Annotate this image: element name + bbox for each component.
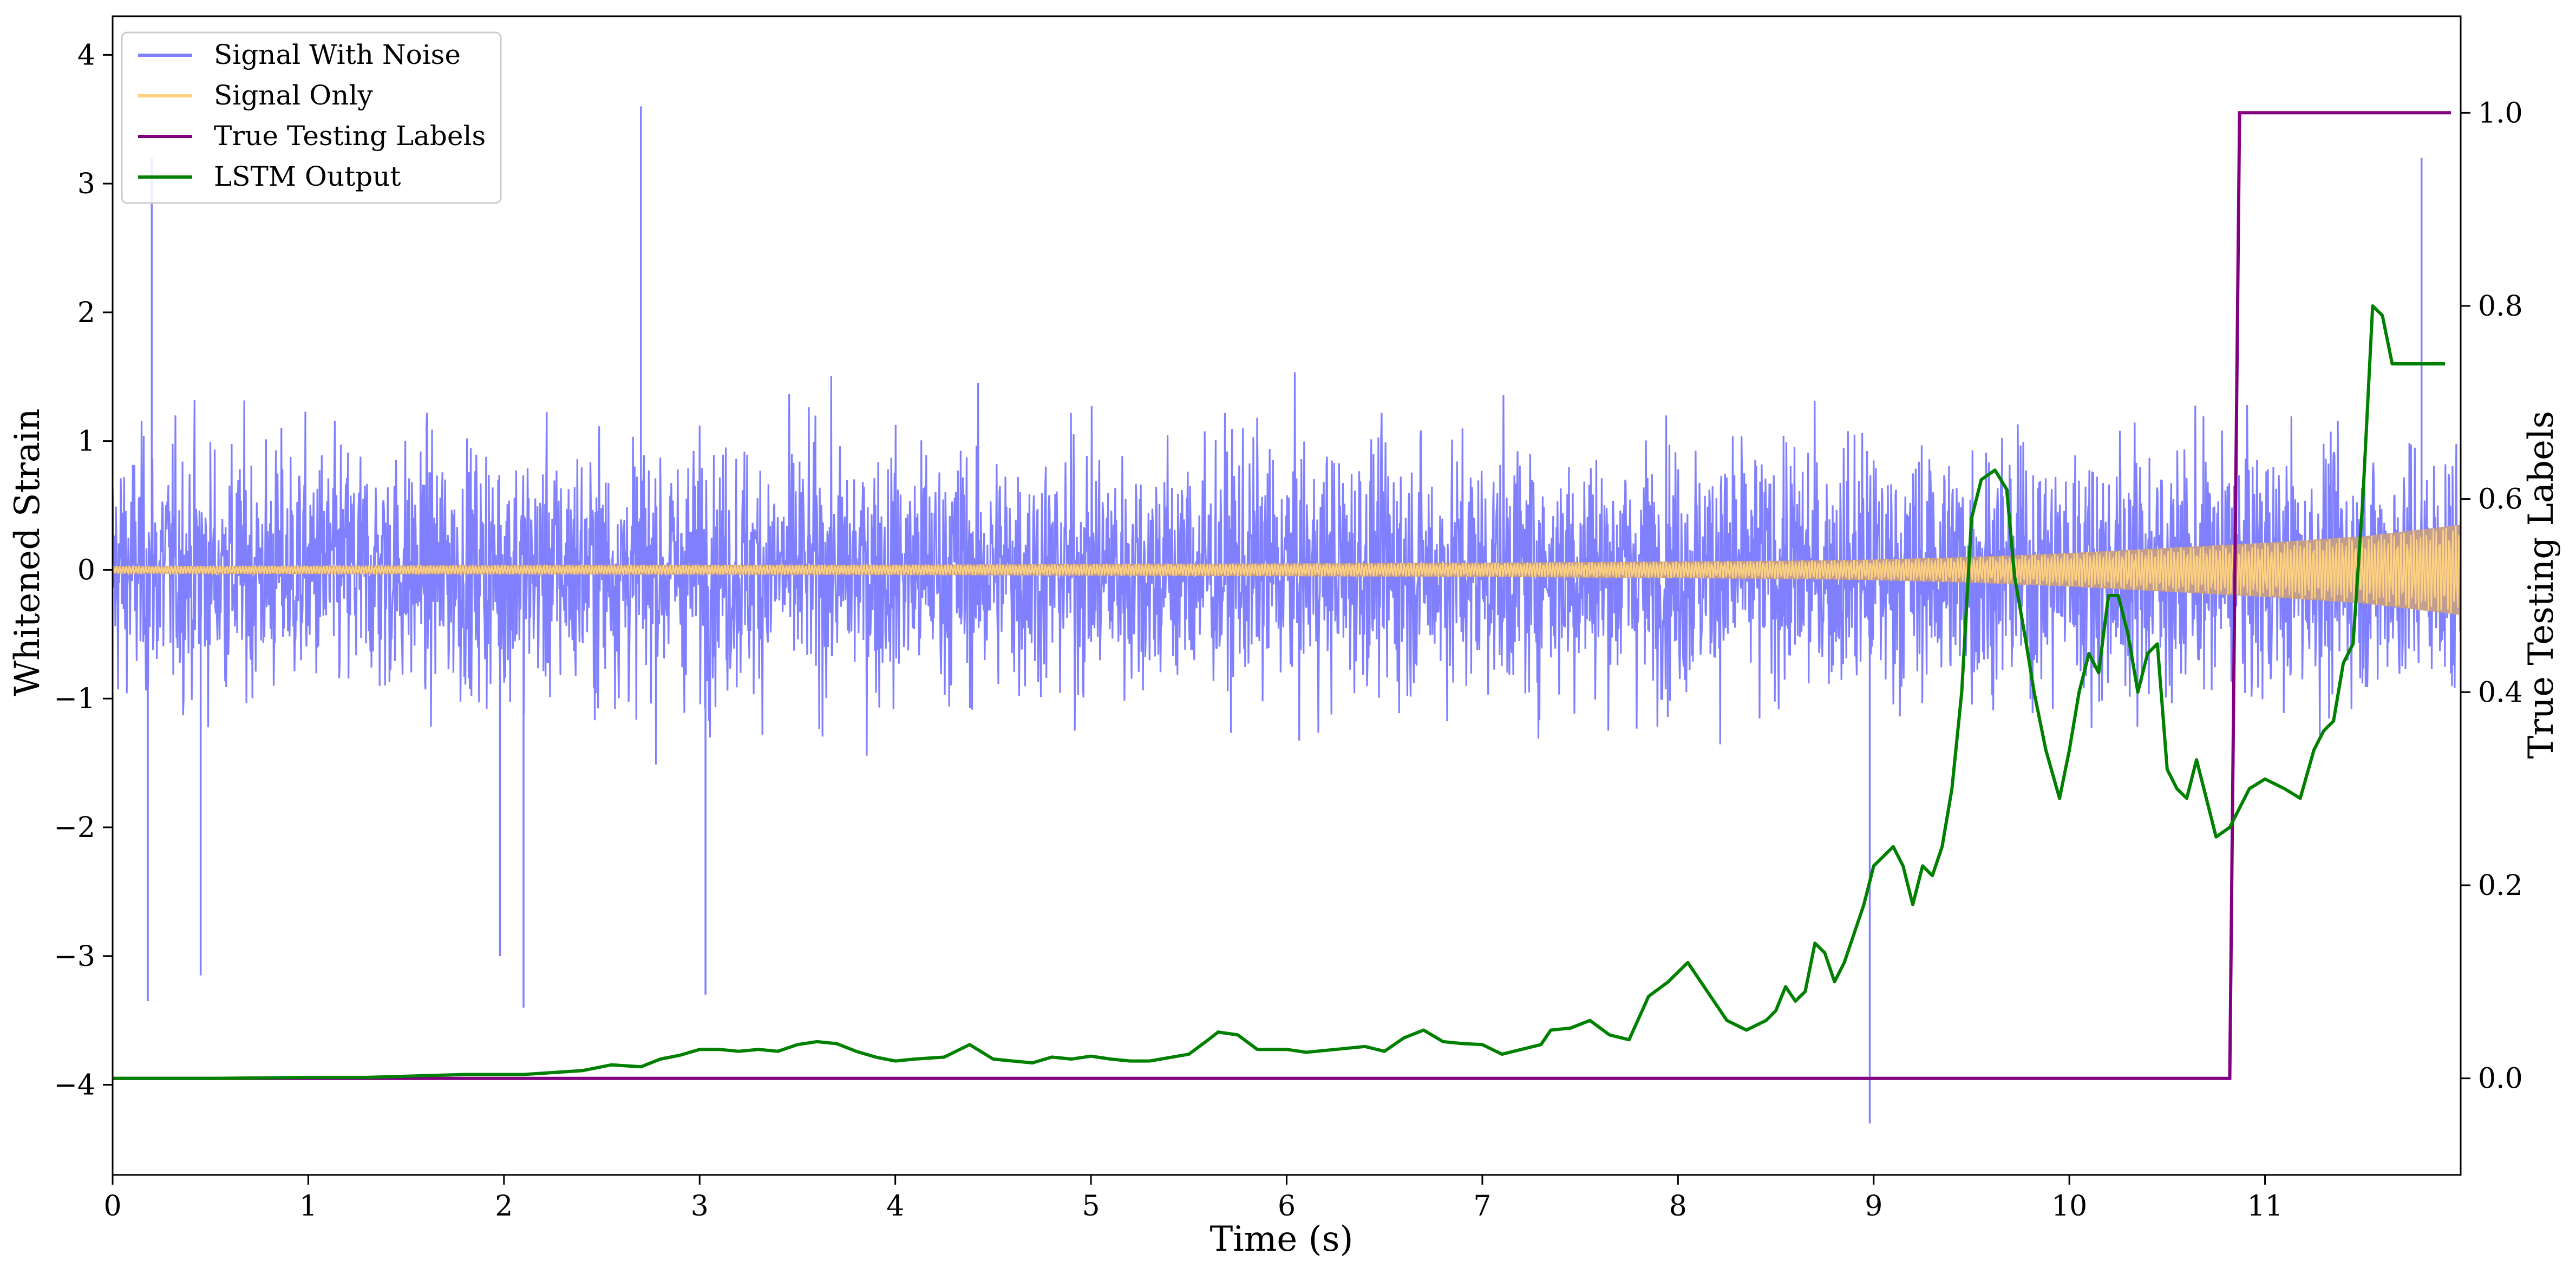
x-tick-label: 9 — [1865, 1190, 1882, 1223]
y-right-tick-label: 0.6 — [2478, 484, 2523, 516]
y-left-tick-label: 3 — [77, 168, 95, 200]
x-tick-label: 5 — [1082, 1190, 1100, 1223]
y-left-tick-label: 1 — [77, 426, 95, 458]
y-right-tick-label: 1.0 — [2478, 97, 2523, 129]
lstm-output-series — [113, 304, 2446, 1080]
signal-only-series — [113, 525, 2461, 615]
x-tick-label: 2 — [495, 1190, 513, 1223]
legend: Signal With Noise Signal Only True Testi… — [121, 31, 502, 204]
x-axis-title: Time (s) — [1210, 1219, 1354, 1259]
lstm-output-line — [113, 304, 2446, 1080]
true-testing-labels-line — [113, 111, 2451, 1080]
legend-label-true-testing-labels: True Testing Labels — [214, 120, 486, 152]
legend-label-lstm-output: LSTM Output — [214, 161, 401, 192]
y-left-tick-label: 4 — [77, 39, 95, 71]
x-tick-label: 8 — [1669, 1190, 1687, 1223]
signal-only-trace — [113, 525, 2461, 615]
x-tick-label: 10 — [2051, 1190, 2087, 1223]
y-left-tick-label: 2 — [77, 297, 95, 329]
y-left-tick-label: −4 — [54, 1069, 95, 1102]
y-axis-left-title: Whitened Strain — [8, 408, 48, 696]
y-right-tick-label: 0.4 — [2478, 676, 2523, 709]
x-tick-label: 6 — [1278, 1190, 1296, 1223]
y-right-tick-label: 0.0 — [2478, 1063, 2523, 1095]
y-left-tick-label: 0 — [77, 554, 95, 586]
x-tick-label: 7 — [1473, 1190, 1491, 1223]
x-tick-label: 3 — [691, 1190, 709, 1223]
y-axis-right: 0.0 0.2 0.4 0.6 0.8 1.0 — [2461, 97, 2523, 1095]
y-right-tick-label: 0.2 — [2478, 870, 2523, 902]
y-right-tick-label: 0.8 — [2478, 290, 2523, 323]
true-testing-labels-series — [113, 111, 2451, 1080]
legend-box — [121, 31, 502, 204]
legend-label-signal-with-noise: Signal With Noise — [214, 39, 461, 70]
y-left-tick-label: −2 — [54, 812, 95, 844]
x-tick-label: 0 — [103, 1190, 121, 1223]
y-axis-left: −4 −3 −2 −1 0 1 2 3 4 — [54, 39, 113, 1102]
y-axis-right-title: True Testing Labels — [2521, 411, 2561, 759]
x-tick-label: 4 — [886, 1190, 904, 1223]
x-axis: 0 1 2 3 4 5 6 7 8 9 10 11 — [103, 1175, 2283, 1223]
x-tick-label: 1 — [299, 1190, 317, 1223]
legend-label-signal-only: Signal Only — [214, 80, 373, 111]
y-left-tick-label: −1 — [54, 683, 95, 715]
y-left-tick-label: −3 — [54, 940, 95, 973]
x-tick-label: 11 — [2247, 1190, 2283, 1223]
